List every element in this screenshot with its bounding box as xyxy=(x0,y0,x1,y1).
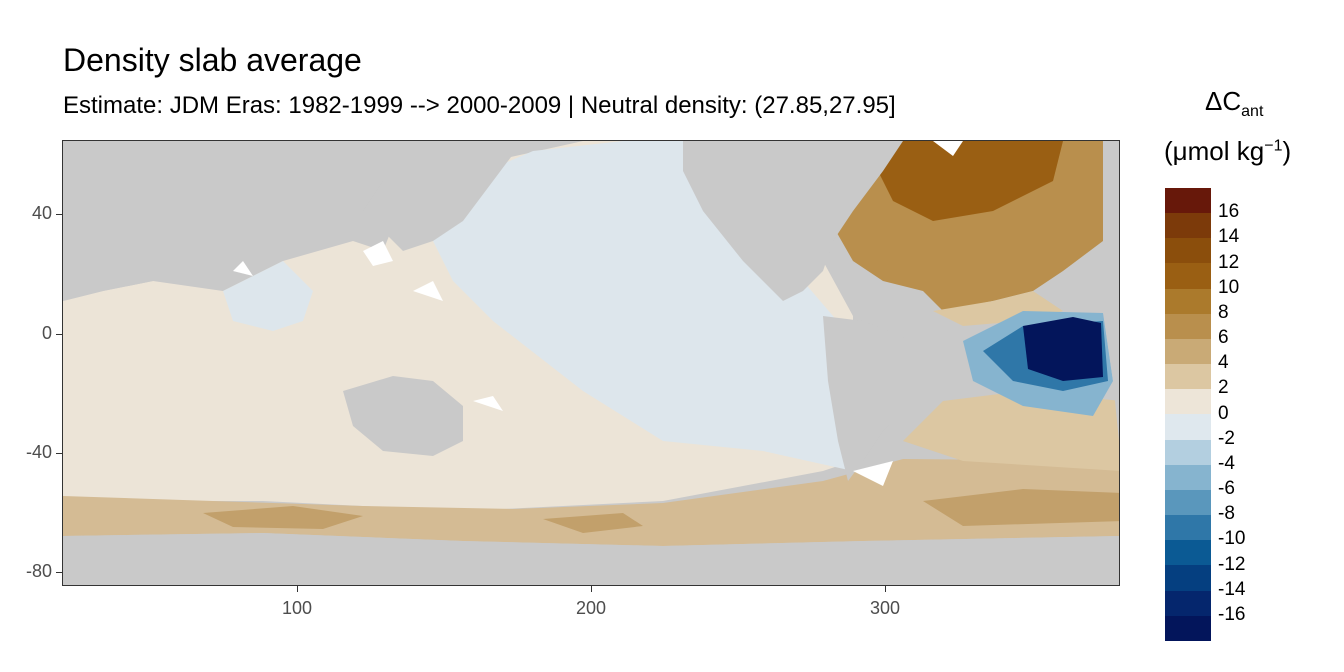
legend-swatch xyxy=(1165,540,1211,566)
indian-ocean-blue xyxy=(223,261,313,331)
legend-label: 4 xyxy=(1218,352,1229,374)
legend-label: 8 xyxy=(1218,301,1229,323)
land-asia-east xyxy=(383,141,523,251)
legend-colorbar xyxy=(1165,188,1211,641)
map-panel xyxy=(62,140,1120,586)
north-atlantic-deep xyxy=(873,141,1063,221)
x-tick-label: 300 xyxy=(869,598,901,618)
land-africa-europe xyxy=(63,141,403,301)
legend-swatch xyxy=(1165,338,1211,365)
legend-swatch xyxy=(1165,615,1211,641)
y-tick-mark xyxy=(56,453,62,454)
y-tick-mark xyxy=(56,214,62,215)
legend-label: -14 xyxy=(1218,578,1246,600)
land-south-america xyxy=(823,316,933,481)
y-tick-label: -80 xyxy=(25,561,52,581)
x-tick-label: 100 xyxy=(281,598,313,618)
legend-swatch xyxy=(1165,565,1211,591)
legend-label: -10 xyxy=(1218,528,1246,550)
legend-swatch xyxy=(1165,590,1211,616)
legend-swatch xyxy=(1165,213,1211,239)
land-africa-west xyxy=(1103,141,1119,441)
legend-label: 10 xyxy=(1218,276,1240,298)
land-australia xyxy=(343,376,463,456)
x-tick-mark xyxy=(885,586,886,592)
legend-label: -16 xyxy=(1218,603,1246,625)
eq-atlantic-core xyxy=(1023,317,1103,381)
legend-label: -6 xyxy=(1218,478,1235,499)
legend-label: -8 xyxy=(1218,503,1235,525)
legend-unit: (μmol kg−1) xyxy=(1164,136,1292,166)
land-antarctica xyxy=(63,533,1119,585)
legend-swatch xyxy=(1165,364,1211,390)
legend-label: 6 xyxy=(1218,327,1229,348)
legend-swatch xyxy=(1165,288,1211,314)
legend-swatch xyxy=(1165,313,1211,339)
legend-swatch xyxy=(1165,188,1211,214)
legend-label: 2 xyxy=(1218,377,1229,399)
legend-label: -12 xyxy=(1218,553,1246,575)
land-north-america xyxy=(683,141,903,301)
legend-swatch xyxy=(1165,238,1211,264)
legend-label: -4 xyxy=(1218,452,1235,474)
y-tick-label: -40 xyxy=(25,442,52,462)
legend-label: 16 xyxy=(1218,201,1240,223)
x-tick-label: 200 xyxy=(575,598,607,618)
southern-ocean-deep xyxy=(203,489,1119,533)
legend-swatch xyxy=(1165,439,1211,465)
legend-label: -2 xyxy=(1218,427,1235,449)
legend-swatch xyxy=(1165,489,1211,516)
legend-swatch xyxy=(1165,414,1211,440)
legend-swatch xyxy=(1165,263,1211,289)
legend-swatch xyxy=(1165,515,1211,541)
legend-label: 12 xyxy=(1218,251,1240,273)
legend-swatch xyxy=(1165,389,1211,415)
map-canvas xyxy=(63,141,1119,585)
plot-subtitle: Estimate: JDM Eras: 1982-1999 --> 2000-2… xyxy=(63,92,896,119)
x-tick-mark xyxy=(591,586,592,592)
x-tick-mark xyxy=(297,586,298,592)
legend-swatch xyxy=(1165,464,1211,490)
legend-label: 0 xyxy=(1218,402,1229,424)
plot-title: Density slab average xyxy=(63,42,362,78)
y-tick-label: 40 xyxy=(31,203,52,223)
y-tick-mark xyxy=(56,334,62,335)
legend-title: ΔCant xyxy=(1205,86,1264,121)
legend-label: 14 xyxy=(1218,226,1240,248)
y-tick-label: 0 xyxy=(41,323,52,343)
y-tick-mark xyxy=(56,572,62,573)
